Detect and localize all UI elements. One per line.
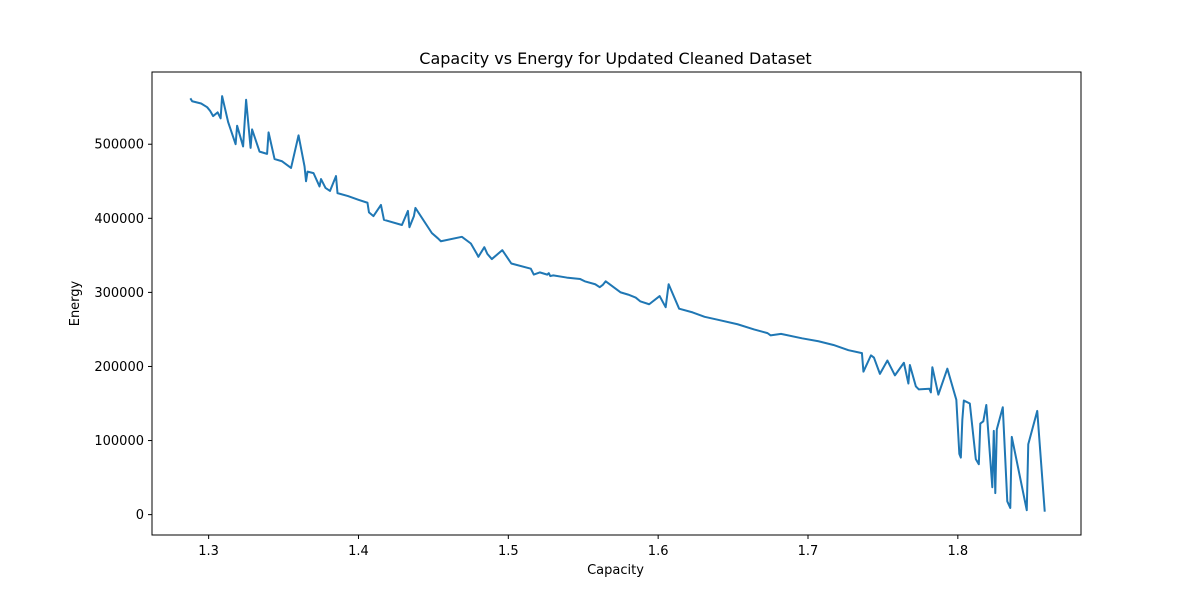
x-tick-label: 1.5 [498, 544, 519, 559]
x-tick-label: 1.6 [648, 544, 669, 559]
series-line [189, 95, 1046, 512]
y-axis-ticks: 0 100000 200000 300000 400000 500000 [94, 138, 152, 523]
x-tick-label: 1.7 [798, 544, 819, 559]
x-tick-label: 1.4 [348, 544, 369, 559]
x-tick-label: 1.3 [198, 544, 219, 559]
plot-area-frame [151, 71, 1082, 536]
y-tick-label: 500000 [94, 138, 144, 153]
chart-title: Capacity vs Energy for Updated Cleaned D… [419, 49, 811, 68]
y-tick-label: 100000 [94, 434, 144, 449]
x-tick-label: 1.8 [947, 544, 968, 559]
x-axis-label: Capacity [587, 563, 644, 578]
x-axis-ticks: 1.3 1.4 1.5 1.6 1.7 1.8 [198, 535, 968, 559]
y-tick-label: 0 [136, 508, 144, 523]
y-axis-label: Energy [68, 280, 83, 326]
y-tick-label: 400000 [94, 212, 144, 227]
y-tick-label: 300000 [94, 286, 144, 301]
y-tick-label: 200000 [94, 360, 144, 375]
